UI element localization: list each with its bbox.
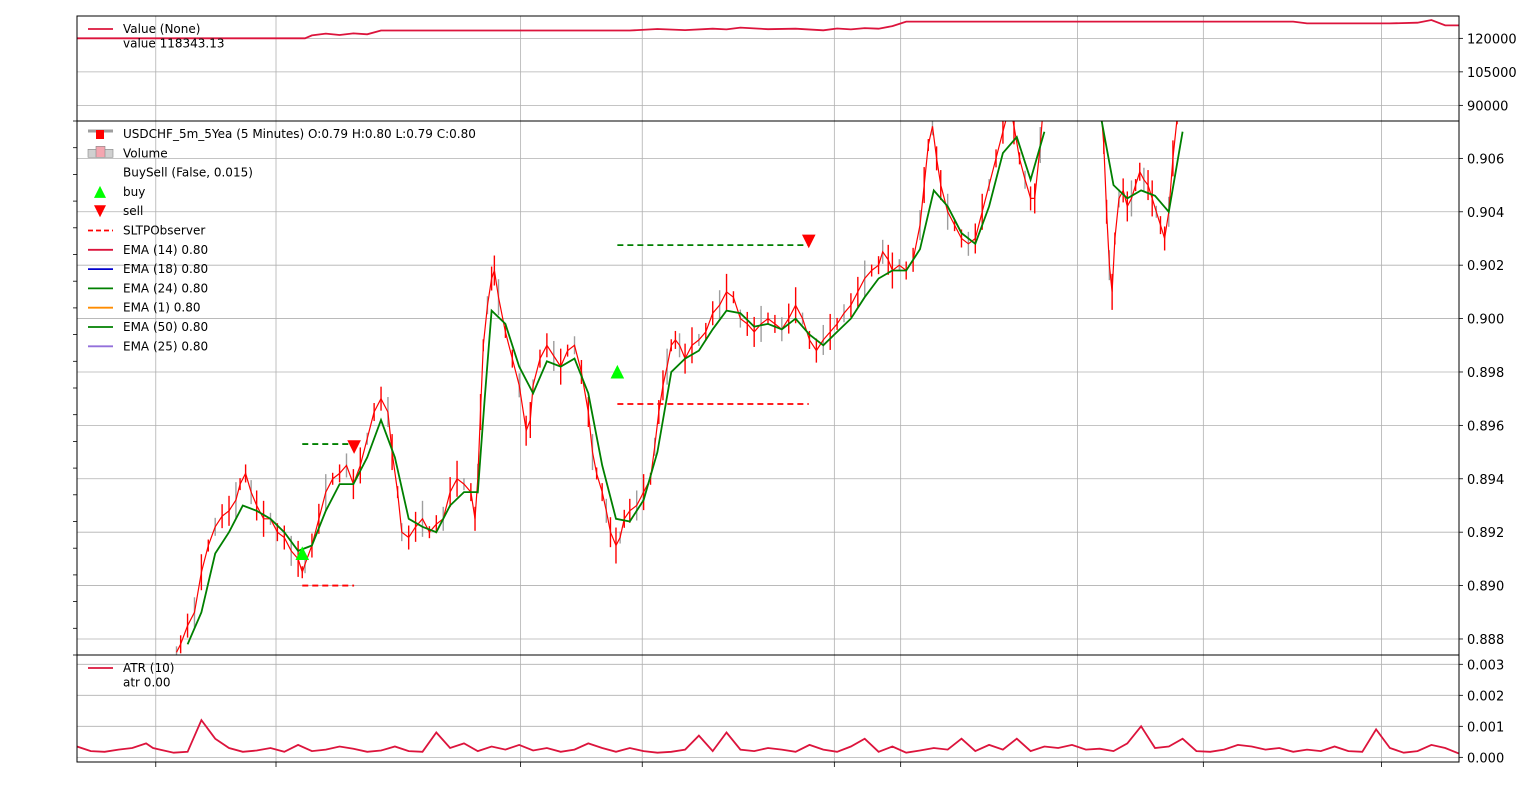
y-tick-label: 0.900 [1467, 313, 1504, 328]
y-tick-label: 120000 [1467, 32, 1517, 47]
plot-area [77, 718, 1459, 755]
plot-area [77, 19, 1459, 40]
y-tick-label: 0.896 [1467, 419, 1504, 434]
legend-entry: Volume [87, 146, 168, 160]
y-tick-label: 0.906 [1467, 152, 1504, 167]
y-tick-label: 0.001 [1467, 720, 1504, 735]
legend-entry: BuySell (False, 0.015) [123, 166, 253, 180]
y-tick-label: 0.898 [1467, 366, 1504, 381]
atr-series-line [77, 718, 1459, 755]
legend-label: buy [123, 185, 145, 199]
legend-sell-triangle-icon [94, 205, 106, 218]
legend-label: EMA (18) 0.80 [123, 262, 208, 276]
legend-entry: sell [94, 204, 143, 218]
legend-entry: EMA (18) 0.80 [88, 262, 208, 276]
y-tick-label: 0.892 [1467, 526, 1504, 541]
legend-entry: buy [94, 185, 145, 199]
y-tick-label: 0.902 [1467, 259, 1504, 274]
legend-label: value 118343.13 [123, 37, 224, 51]
legend-entry: EMA (24) 0.80 [88, 281, 208, 295]
panel-frame [76, 120, 1460, 656]
legend-label: EMA (50) 0.80 [123, 320, 208, 334]
legend-label: EMA (1) 0.80 [123, 301, 201, 315]
legend-entry: Value (None) [88, 22, 200, 36]
x-axis-ticks [155, 762, 1383, 767]
legend-entry: value 118343.13 [123, 37, 224, 51]
sell-marker [347, 440, 361, 454]
value-panel: 90000 105000 120000 Value (None)value 11834… [76, 15, 1517, 122]
price-panel: 0.888 0.890 0.892 0.894 0.896 0.898 0.900 0.902… [73, 120, 1504, 656]
sell-marker [801, 234, 816, 249]
ema-line [186, 131, 1046, 645]
legend-label: atr 0.00 [123, 676, 171, 690]
legend-entry: EMA (14) 0.80 [88, 243, 208, 257]
plot-area [175, 121, 1184, 655]
legend-entry: ATR (10) [88, 661, 174, 675]
legend-label: EMA (24) 0.80 [123, 281, 208, 295]
value-series-line [77, 19, 1459, 40]
y-tick-label: 0.904 [1467, 206, 1504, 221]
y-tick-label: 0.003 [1467, 658, 1504, 673]
legend-label: EMA (25) 0.80 [123, 339, 208, 353]
legend-label: ATR (10) [123, 661, 174, 675]
legend-label: BuySell (False, 0.015) [123, 166, 253, 180]
legend-label: USDCHF_5m_5Yea (5 Minutes) O:0.79 H:0.80… [123, 127, 476, 141]
legend-label: Volume [123, 146, 168, 160]
legend-entry: atr 0.00 [123, 676, 171, 690]
legend-entry: USDCHF_5m_5Yea (5 Minutes) O:0.79 H:0.80… [88, 127, 476, 141]
legend-label: sell [123, 204, 143, 218]
buy-marker [610, 364, 625, 379]
y-tick-label: 0.888 [1467, 633, 1504, 648]
y-tick-label: 0.002 [1467, 689, 1504, 704]
legend-entry: EMA (25) 0.80 [88, 339, 208, 353]
y-tick-label: 105000 [1467, 66, 1517, 81]
y-tick-label: 0.890 [1467, 580, 1504, 595]
legend-entry: EMA (50) 0.80 [88, 320, 208, 334]
panel-frame [76, 654, 1460, 763]
close-price-line-b [1101, 121, 1178, 292]
legend-label: Value (None) [123, 22, 200, 36]
legend-entry: SLTPObserver [88, 224, 205, 238]
legend-volume-bar-icon [95, 146, 106, 158]
buy-marker [295, 546, 310, 561]
atr-panel: 0.000 0.001 0.002 0.003 ATR (10)atr 0.00 [76, 654, 1504, 766]
legend-entry: EMA (1) 0.80 [88, 301, 201, 315]
y-tick-label: 90000 [1467, 99, 1508, 114]
legend-buy-triangle-icon [94, 185, 106, 198]
legend-label: SLTPObserver [123, 224, 205, 238]
legend-label: EMA (14) 0.80 [123, 243, 208, 257]
ema-line-b [1100, 121, 1184, 214]
y-tick-label: 0.000 [1467, 751, 1504, 766]
legend-ohlc-body-icon [96, 130, 104, 139]
y-tick-label: 0.894 [1467, 473, 1504, 488]
